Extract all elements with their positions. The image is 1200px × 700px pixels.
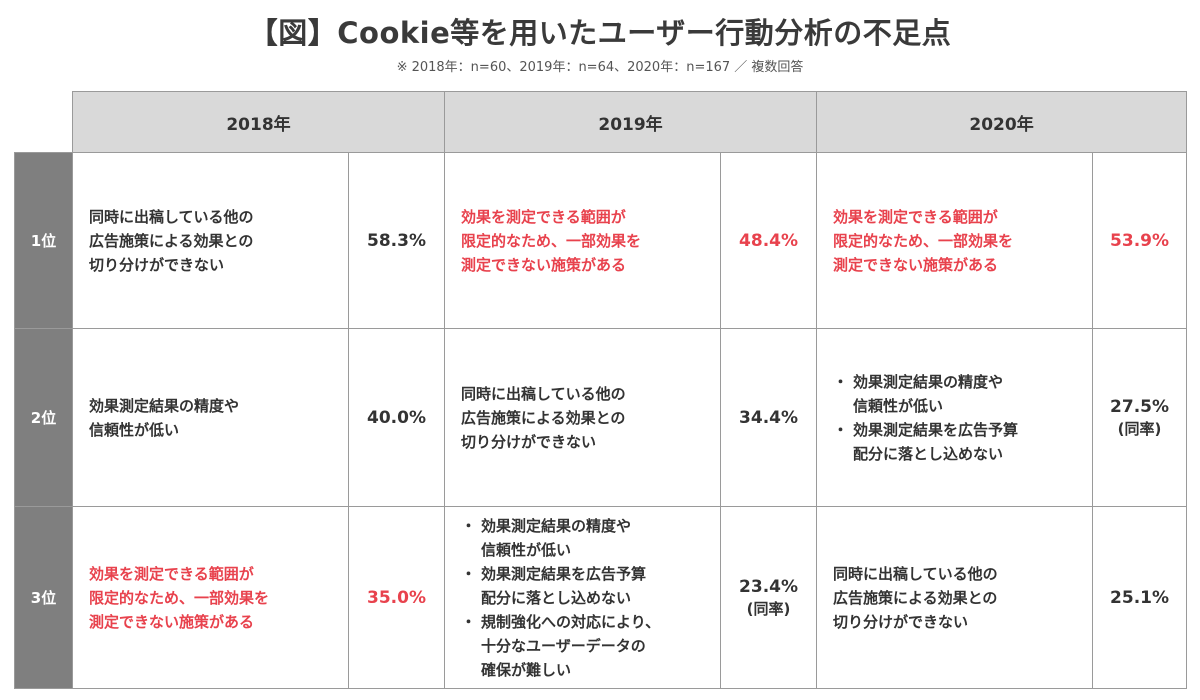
reason-cell-2018: 効果測定結果の精度や 信頼性が低い: [72, 328, 349, 507]
rank-row-2: 2位 効果測定結果の精度や 信頼性が低い 40.0% 同時に出稿している他の 広告施策によ…: [14, 328, 1188, 507]
page-title: 【図】Cookie等を用いたユーザー行動分析の不足点: [248, 16, 952, 50]
reason-line: 信頼性が低い: [481, 540, 572, 559]
reason-line: 信頼性が低い: [853, 396, 944, 415]
reason-line: 切り分けができない: [833, 612, 969, 631]
rank-row-3: 3位 効果を測定できる範囲が 限定的なため、一部効果を 測定できない施策がある 35.0…: [14, 506, 1188, 689]
rank-row-1: 1位 同時に出稿している他の 広告施策による効果との 切り分けができない 58.3% 効果…: [14, 152, 1188, 329]
tie-note: (同率): [746, 599, 791, 618]
percent-value: 25.1%: [1110, 587, 1170, 608]
percent-cell-2018: 40.0%: [347, 328, 446, 507]
reason-line: 規制強化への対応により、: [481, 612, 661, 631]
reason-cell-2018: 同時に出稿している他の 広告施策による効果との 切り分けができない: [72, 152, 349, 329]
percent-value: 48.4%: [739, 230, 799, 251]
percent-cell-2018: 35.0%: [347, 506, 446, 689]
reason-line: 限定的なため、一部効果を: [833, 231, 1014, 250]
percent-cell-2020: 25.1%: [1092, 506, 1188, 689]
reason-line: 信頼性が低い: [89, 420, 180, 439]
rank-label: 1位: [14, 152, 73, 329]
reason-line: 測定できない施策がある: [461, 255, 627, 274]
percent-value: 40.0%: [367, 407, 426, 428]
reason-line: 効果測定結果の精度や: [89, 396, 240, 415]
percent-cell-2019: 34.4%: [720, 328, 818, 507]
reason-line: 確保が難しい: [481, 660, 572, 679]
percent-value: 58.3%: [367, 230, 426, 251]
reason-line: 十分なユーザーデータの: [481, 636, 646, 655]
reason-line: 測定できない施策がある: [833, 255, 999, 274]
reason-cell-2020: 効果測定結果の精度や信頼性が低い効果測定結果を広告予算配分に落とし込めない: [816, 328, 1094, 507]
reason-line: 限定的なため、一部効果を: [461, 231, 642, 250]
tie-note: (同率): [1117, 419, 1162, 438]
reason-cell-2020: 効果を測定できる範囲が 限定的なため、一部効果を 測定できない施策がある: [816, 152, 1094, 329]
year-header-2018: 2018年: [71, 91, 446, 153]
reason-line: 同時に出稿している他の: [89, 207, 254, 226]
percent-cell-2019: 48.4%: [720, 152, 818, 329]
reason-line: 効果を測定できる範囲が: [833, 207, 998, 226]
rank-label: 3位: [14, 506, 73, 689]
ranking-table: 2018年 2019年 2020年 1位 同時に出稿している他の 広告施策による効果…: [14, 91, 1188, 689]
reason-line: 広告施策による効果との: [89, 231, 254, 250]
reason-line: 切り分けができない: [89, 255, 225, 274]
reason-cell-2018: 効果を測定できる範囲が 限定的なため、一部効果を 測定できない施策がある: [72, 506, 349, 689]
percent-cell-2019: 23.4% (同率): [720, 506, 818, 689]
percent-value: 53.9%: [1110, 230, 1170, 251]
percent-cell-2020: 27.5% (同率): [1092, 328, 1188, 507]
reason-line: 同時に出稿している他の: [461, 384, 626, 403]
year-header-2020: 2020年: [816, 91, 1188, 153]
percent-cell-2018: 58.3%: [347, 152, 446, 329]
reason-line: 配分に落とし込めない: [481, 588, 632, 607]
percent-value: 34.4%: [739, 407, 799, 428]
reason-line: 測定できない施策がある: [89, 612, 255, 631]
reason-line: 配分に落とし込めない: [853, 444, 1004, 463]
reason-line: 効果を測定できる範囲が: [89, 564, 254, 583]
percent-cell-2020: 53.9%: [1092, 152, 1188, 329]
corner-cell: [14, 91, 73, 153]
percent-value: 27.5%: [1110, 396, 1170, 417]
reason-cell-2019: 効果を測定できる範囲が 限定的なため、一部効果を 測定できない施策がある: [444, 152, 722, 329]
reason-line: 効果を測定できる範囲が: [461, 207, 626, 226]
reason-line: 効果測定結果の精度や: [853, 372, 1004, 391]
reason-cell-2020: 同時に出稿している他の 広告施策による効果との 切り分けができない: [816, 506, 1094, 689]
reason-line: 限定的なため、一部効果を: [89, 588, 270, 607]
reason-cell-2019: 効果測定結果の精度や信頼性が低い効果測定結果を広告予算配分に落とし込めない規制強…: [444, 506, 722, 689]
reason-cell-2019: 同時に出稿している他の 広告施策による効果との 切り分けができない: [444, 328, 722, 507]
reason-line: 効果測定結果の精度や: [481, 516, 632, 535]
reason-line: 同時に出稿している他の: [833, 564, 998, 583]
header-row: 2018年 2019年 2020年: [14, 91, 1188, 153]
reason-line: 効果測定結果を広告予算: [853, 420, 1019, 439]
rank-label: 2位: [14, 328, 73, 507]
reason-line: 効果測定結果を広告予算: [481, 564, 647, 583]
percent-value: 35.0%: [367, 587, 426, 608]
reason-line: 広告施策による効果との: [461, 408, 626, 427]
year-header-2019: 2019年: [444, 91, 818, 153]
sample-note: ※ 2018年：n=60、2019年：n=64、2020年：n=167 ／ 複数…: [396, 60, 804, 75]
percent-value: 23.4%: [739, 576, 799, 597]
reason-line: 広告施策による効果との: [833, 588, 998, 607]
reason-line: 切り分けができない: [461, 432, 597, 451]
